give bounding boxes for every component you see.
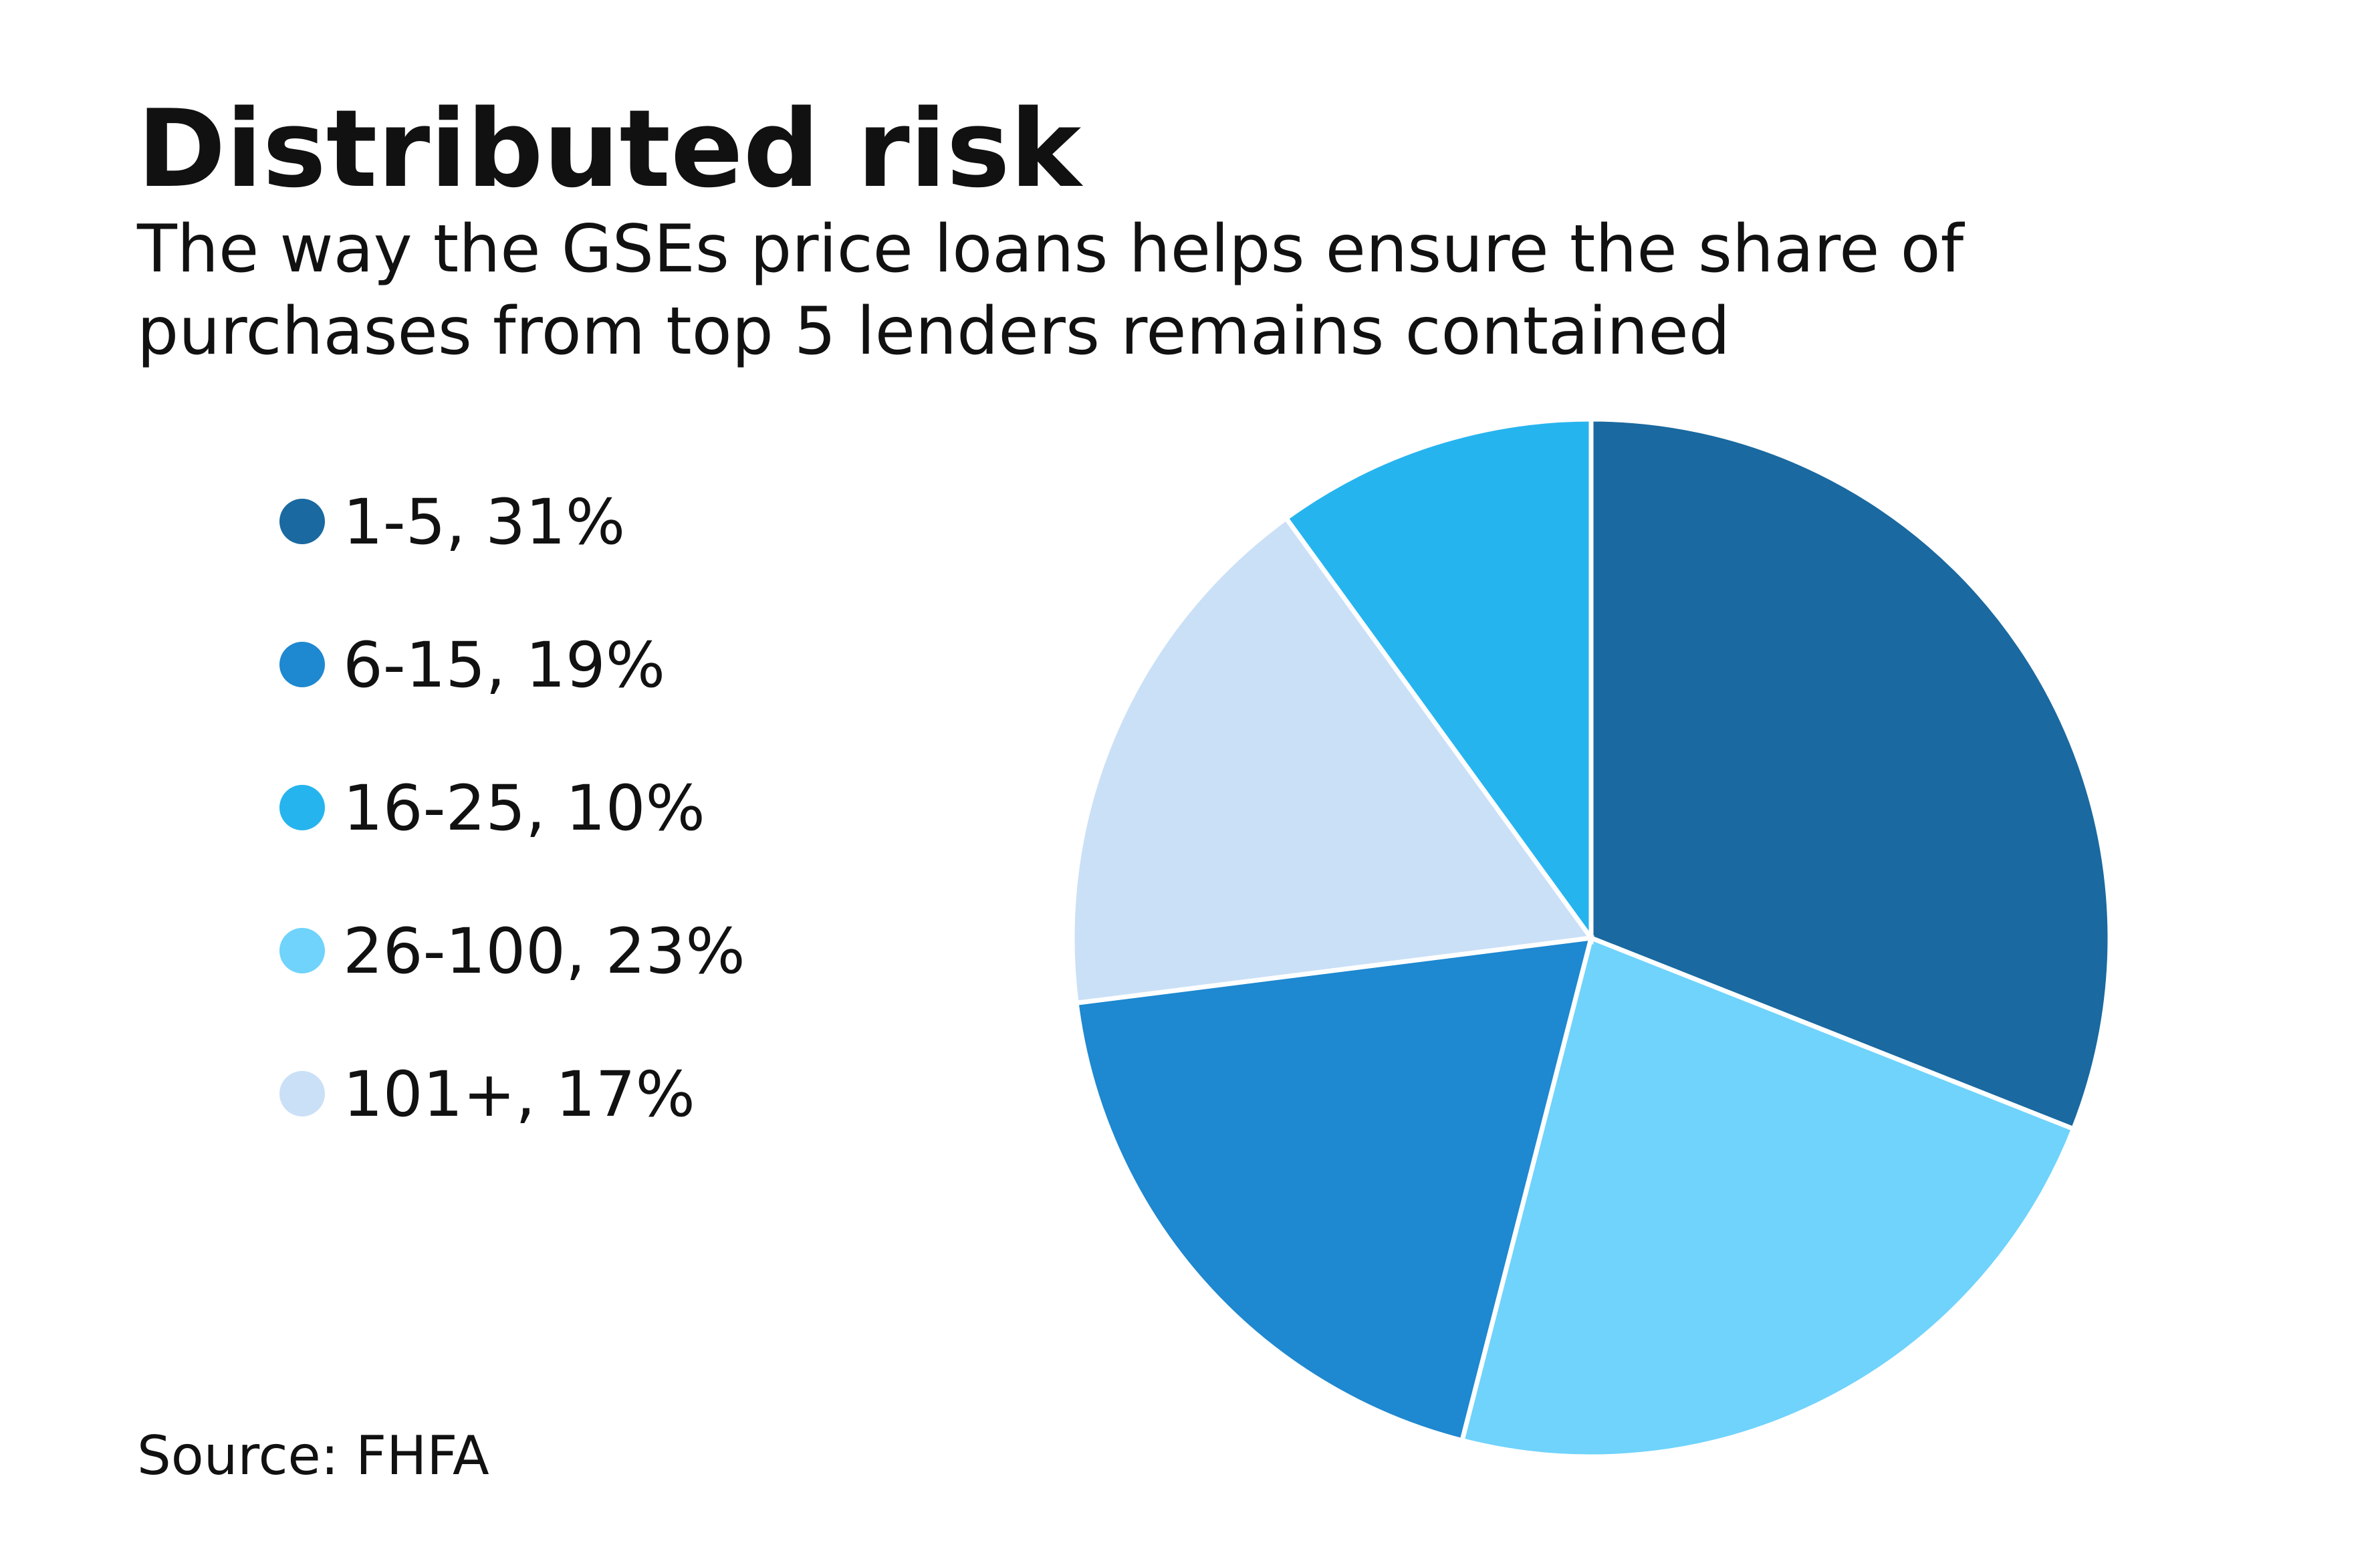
legend-label: 16-25, 10%: [343, 772, 705, 845]
chart-subtitle: The way the GSEs price loans helps ensur…: [136, 211, 1966, 287]
legend-swatch: [279, 1071, 325, 1116]
pie-slice: [1070, 515, 1596, 1006]
legend-swatch: [279, 928, 325, 973]
chart-subtitle: purchases from top 5 lenders remains con…: [137, 293, 1730, 370]
chart-title: Distributed risk: [137, 86, 1084, 211]
legend-swatch: [279, 785, 325, 830]
pie-slice: [1588, 416, 2113, 1132]
legend-swatch: [279, 642, 325, 687]
legend-label: 101+, 17%: [343, 1058, 695, 1131]
legend-label: 6-15, 19%: [343, 629, 665, 702]
legend-swatch: [279, 499, 325, 544]
pie-slice: [1074, 935, 1594, 1443]
source-note: Source: FHFA: [137, 1425, 489, 1487]
legend-label: 26-100, 23%: [343, 915, 745, 988]
pie-slice: [1282, 416, 1594, 945]
pie-slice: [1459, 935, 2077, 1459]
legend-label: 1-5, 31%: [343, 486, 625, 559]
